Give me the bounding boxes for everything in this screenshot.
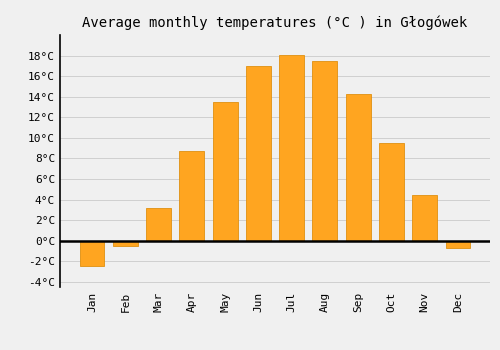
- Bar: [446, 241, 470, 248]
- Title: Average monthly temperatures (°C ) in Głogówek: Average monthly temperatures (°C ) in Gł…: [82, 15, 468, 30]
- Bar: [279, 55, 304, 241]
- Bar: [346, 94, 370, 241]
- Bar: [312, 61, 338, 241]
- Bar: [246, 66, 271, 241]
- Bar: [212, 102, 238, 241]
- Bar: [80, 241, 104, 266]
- Bar: [146, 208, 171, 241]
- Bar: [180, 151, 204, 241]
- Bar: [379, 143, 404, 241]
- Bar: [412, 195, 437, 241]
- Bar: [113, 241, 138, 246]
